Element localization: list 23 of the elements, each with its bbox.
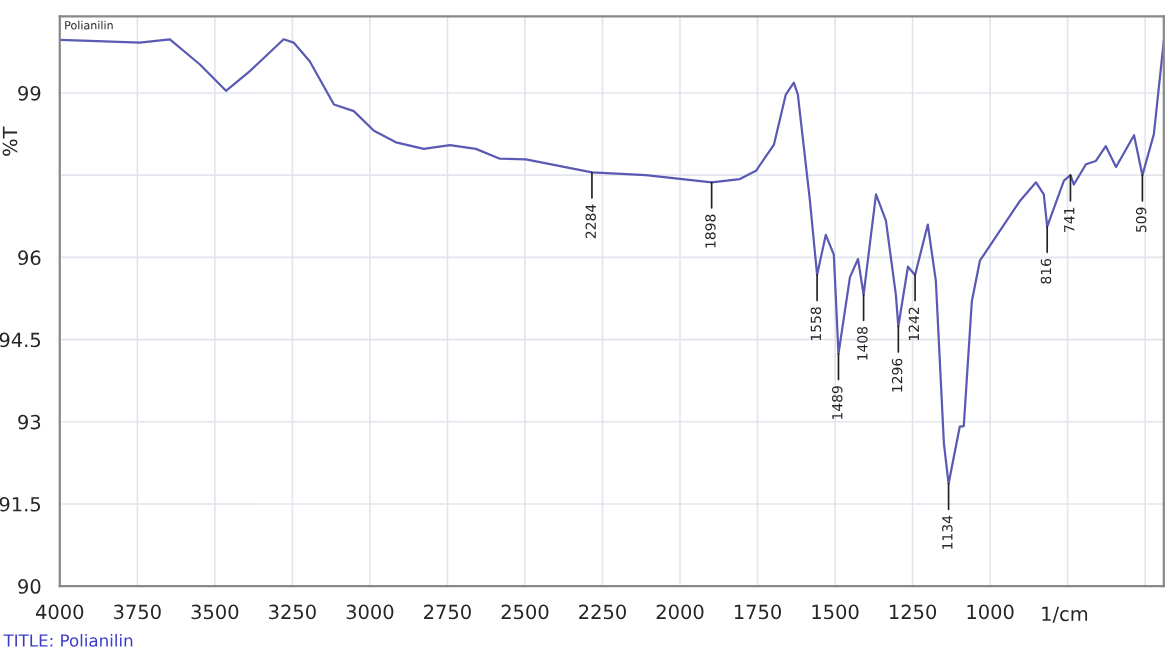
x-tick-label: 3000 bbox=[346, 604, 394, 620]
x-tick-label: 3250 bbox=[269, 604, 316, 620]
y-tick-label: 93 bbox=[18, 414, 41, 430]
y-tick-label: 99 bbox=[18, 85, 41, 101]
x-tick-label: 2500 bbox=[501, 604, 549, 620]
y-tick-label: 96 bbox=[18, 250, 41, 266]
y-tick-label: 94.5 bbox=[0, 332, 41, 348]
x-axis-title: 1/cm bbox=[1042, 606, 1088, 623]
x-tick-label: 4000 bbox=[35, 604, 84, 620]
text: TITLE: Polianilin bbox=[3, 633, 133, 647]
x-tick-label: 3500 bbox=[191, 604, 239, 620]
x-tick-label: 1750 bbox=[734, 604, 781, 620]
x-tick-label: 1250 bbox=[889, 604, 937, 620]
x-tick-label: 2250 bbox=[579, 604, 626, 620]
y-tick-label: 91.5 bbox=[0, 496, 41, 512]
x-tick-label: 2000 bbox=[656, 604, 704, 620]
y-tick-label: 90 bbox=[18, 579, 41, 594]
x-tick-label: 3750 bbox=[114, 604, 161, 620]
x-tick-label: 2750 bbox=[424, 604, 471, 620]
y-axis-title: %T bbox=[2, 126, 18, 156]
x-tick-label: 1500 bbox=[812, 604, 859, 620]
x-tick-label: 1000 bbox=[967, 604, 1014, 620]
line-series bbox=[59, 38, 1164, 485]
